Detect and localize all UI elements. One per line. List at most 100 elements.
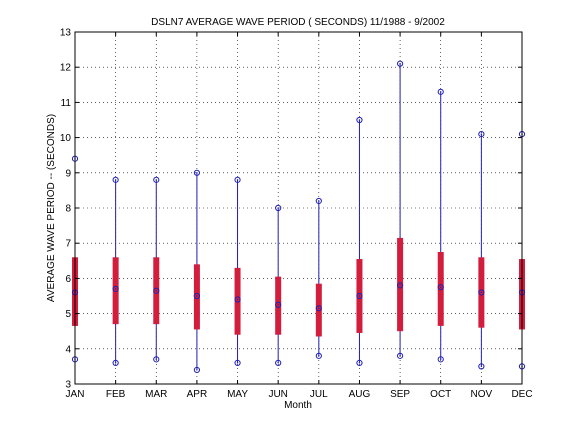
x-axis-label: Month (284, 400, 312, 411)
y-tick-label: 4 (65, 344, 71, 355)
x-tick-label: MAY (227, 389, 248, 400)
y-tick-label: 3 (65, 380, 71, 391)
marker-median-feb-dot (114, 288, 117, 290)
marker-median-apr-dot (196, 295, 198, 297)
marker-min-sep-dot (399, 355, 401, 357)
x-tick-label: DEC (511, 389, 532, 400)
marker-min-aug (356, 359, 363, 366)
marker-min-jul-dot (318, 355, 320, 357)
y-tick-label: 13 (60, 28, 72, 39)
marker-max-mar (153, 176, 160, 183)
marker-median-aug-dot (358, 295, 361, 297)
marker-max-sep (396, 60, 404, 67)
marker-min-may-dot (236, 362, 239, 364)
marker-min-nov (478, 363, 485, 370)
x-tick-label: APR (187, 389, 208, 400)
x-tick-label: AUG (349, 389, 371, 400)
marker-median-jul-dot (318, 307, 320, 310)
marker-median-mar-dot (155, 290, 157, 292)
marker-median-jul (315, 305, 322, 312)
marker-min-oct (437, 356, 444, 363)
marker-min-oct-dot (440, 358, 442, 361)
y-tick-label: 5 (65, 309, 71, 320)
marker-median-jun-dot (277, 304, 279, 306)
marker-min-feb (112, 359, 119, 366)
marker-max-jun-dot (277, 207, 279, 209)
x-tick-label: OCT (430, 389, 451, 400)
box-jun (275, 276, 282, 335)
x-tick-label: JUL (310, 389, 328, 400)
markers (71, 60, 526, 374)
marker-max-aug-dot (358, 119, 361, 121)
marker-max-aug (356, 116, 363, 124)
whiskers (74, 63, 523, 370)
marker-max-may-dot (236, 179, 239, 181)
marker-max-feb-dot (114, 179, 117, 181)
marker-max-nov-dot (480, 133, 483, 135)
marker-min-sep (396, 352, 404, 359)
x-tick-label: JAN (66, 389, 85, 400)
marker-max-apr-dot (196, 172, 198, 174)
y-tick-label: 8 (65, 204, 71, 215)
box-apr (193, 264, 200, 330)
y-tick-label: 12 (60, 63, 72, 74)
marker-median-may-dot (236, 298, 239, 301)
marker-median-nov-dot (480, 291, 483, 294)
x-tick-label: MAR (145, 389, 167, 400)
plot-area-frame (74, 31, 523, 385)
marker-min-apr-dot (196, 369, 198, 371)
marker-max-nov (478, 130, 485, 138)
y-tick-label: 11 (61, 98, 72, 109)
x-tick-label: FEB (106, 389, 126, 400)
marker-max-oct (437, 88, 444, 95)
marker-median-apr (193, 292, 201, 300)
x-tick-label: JUN (268, 389, 287, 400)
y-tick-label: 9 (65, 168, 71, 179)
marker-min-nov-dot (480, 365, 483, 368)
marker-max-jul-dot (318, 200, 320, 202)
marker-median-oct (437, 284, 444, 291)
marker-min-may (234, 359, 241, 366)
box-jul (315, 283, 322, 337)
marker-max-sep-dot (399, 62, 401, 65)
marker-median-jun (275, 301, 282, 308)
marker-max-jun (275, 204, 282, 212)
box-oct (437, 252, 444, 326)
marker-min-mar (153, 356, 160, 363)
marker-median-nov (478, 289, 485, 296)
marker-max-may (234, 176, 241, 183)
marker-min-jun-dot (277, 362, 279, 364)
x-axis-ticks: JAN FEB MAR APR MAY JUN JUL AUG SEP OCT NOV DEC (66, 32, 533, 400)
marker-min-jul (315, 352, 322, 359)
box-sep (397, 237, 404, 332)
y-tick-label: 10 (60, 133, 72, 144)
marker-median-may (234, 296, 241, 303)
box-may (234, 267, 241, 335)
marker-median-sep (396, 282, 404, 289)
marker-min-apr (193, 366, 201, 374)
marker-min-feb-dot (114, 362, 117, 364)
marker-median-aug (356, 292, 363, 300)
marker-median-feb (112, 285, 119, 293)
x-tick-label: NOV (471, 389, 493, 400)
marker-max-feb (112, 176, 119, 183)
marker-min-aug-dot (358, 362, 361, 364)
y-axis-ticks: 3 4 5 6 7 8 9 10 11 12 13 (60, 28, 522, 391)
marker-median-sep-dot (399, 284, 401, 287)
marker-median-mar (153, 287, 160, 294)
marker-min-mar-dot (155, 358, 157, 361)
box-feb (112, 257, 119, 325)
marker-max-mar-dot (155, 179, 157, 181)
y-tick-label: 6 (65, 274, 71, 285)
marker-min-jun (275, 359, 282, 366)
marker-max-oct-dot (440, 91, 442, 93)
chart-title: DSLN7 AVERAGE WAVE PERIOD ( SECONDS) 11/… (151, 17, 445, 28)
marker-max-jul (315, 197, 322, 205)
y-tick-label: 7 (65, 239, 71, 250)
x-tick-label: SEP (390, 389, 410, 400)
y-axis-label: AVERAGE WAVE PERIOD -- (SECONDS) (46, 114, 57, 302)
grid-lines (75, 32, 522, 384)
boxes (72, 237, 525, 337)
marker-max-apr (193, 169, 201, 176)
